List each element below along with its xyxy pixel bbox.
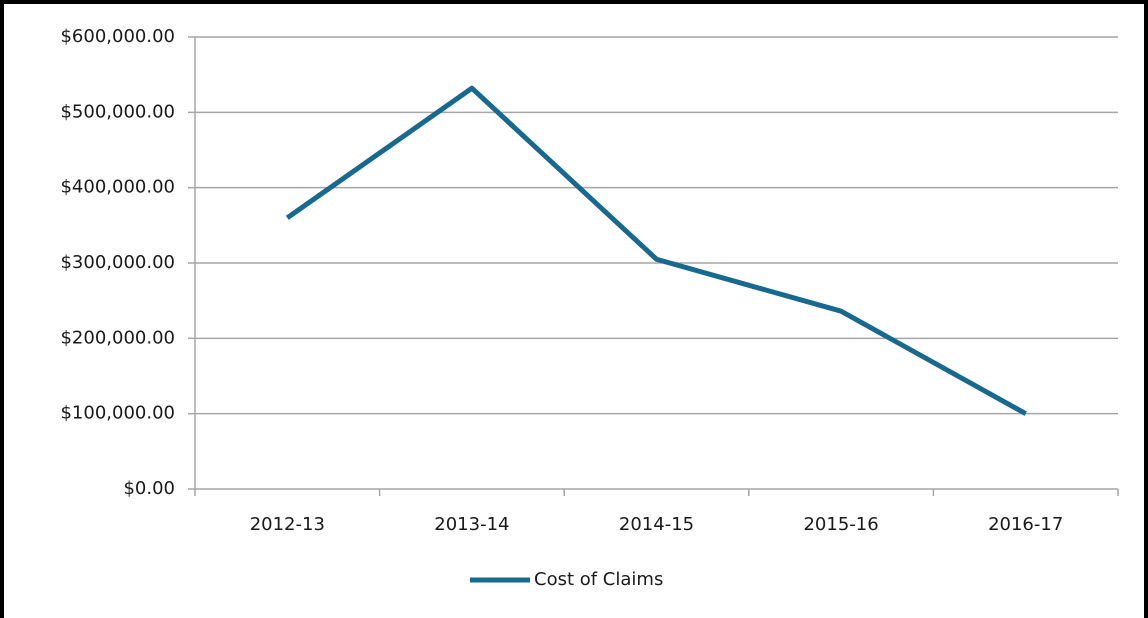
y-tick-label: $600,000.00 [60, 26, 175, 47]
x-tick-label: 2016-17 [988, 514, 1063, 535]
x-tick-label: 2014-15 [619, 514, 694, 535]
y-tick-label: $400,000.00 [60, 177, 175, 198]
y-tick-label: $200,000.00 [60, 327, 175, 348]
y-tick-label: $100,000.00 [60, 403, 175, 424]
x-tick-label: 2015-16 [803, 514, 878, 535]
y-tick-label: $500,000.00 [60, 101, 175, 122]
x-tick-label: 2012-13 [250, 514, 325, 535]
legend-label: Cost of Claims [534, 569, 663, 590]
y-tick-label: $0.00 [123, 478, 175, 499]
x-tick-label: 2013-14 [434, 514, 509, 535]
series-line [285, 85, 1027, 416]
y-tick-label: $300,000.00 [60, 252, 175, 273]
